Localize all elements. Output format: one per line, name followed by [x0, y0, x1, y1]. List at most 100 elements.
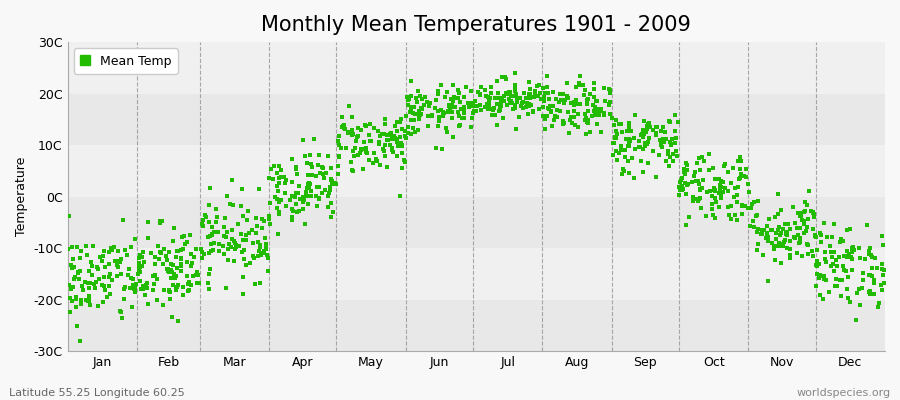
- Point: [760, 230, 774, 236]
- Point: [653, 142, 668, 148]
- Point: [277, 180, 292, 186]
- Point: [771, 211, 786, 218]
- Point: [508, 101, 522, 108]
- Point: [586, 80, 600, 86]
- Point: [260, 268, 274, 274]
- Point: [497, 92, 511, 99]
- Point: [482, 102, 496, 108]
- Point: [834, 236, 849, 242]
- Point: [411, 127, 426, 134]
- Point: [304, 193, 319, 199]
- Point: [302, 180, 316, 186]
- Point: [801, 251, 815, 257]
- Point: [567, 113, 581, 120]
- Point: [68, 276, 82, 282]
- Point: [688, 196, 703, 202]
- Point: [380, 132, 394, 138]
- Point: [691, 178, 706, 184]
- Point: [742, 205, 756, 211]
- Point: [547, 116, 562, 123]
- Point: [812, 275, 826, 282]
- Point: [500, 89, 514, 96]
- Point: [561, 95, 575, 101]
- Point: [807, 214, 822, 220]
- Point: [714, 178, 728, 184]
- Point: [754, 231, 769, 237]
- Point: [408, 128, 422, 135]
- Point: [834, 276, 849, 283]
- Point: [659, 158, 673, 164]
- Point: [346, 127, 360, 133]
- Point: [755, 252, 770, 259]
- Point: [456, 115, 471, 121]
- Point: [522, 79, 536, 86]
- Point: [315, 190, 329, 196]
- Point: [705, 201, 719, 207]
- Point: [363, 138, 377, 144]
- Point: [89, 279, 104, 285]
- Point: [406, 125, 420, 131]
- Point: [523, 95, 537, 102]
- Point: [799, 241, 814, 247]
- Point: [132, 254, 147, 261]
- Point: [338, 145, 353, 152]
- Point: [392, 134, 407, 140]
- Point: [750, 247, 764, 253]
- Point: [207, 229, 221, 235]
- Point: [497, 98, 511, 104]
- Point: [169, 248, 184, 254]
- Point: [263, 200, 277, 207]
- Point: [608, 128, 623, 134]
- Point: [820, 234, 834, 240]
- Point: [359, 148, 374, 155]
- Point: [822, 289, 836, 295]
- Point: [488, 112, 502, 119]
- Point: [258, 246, 273, 252]
- Point: [850, 290, 864, 296]
- Point: [618, 147, 633, 154]
- Point: [607, 140, 621, 147]
- Point: [632, 144, 646, 150]
- Point: [674, 183, 688, 190]
- Point: [139, 282, 153, 288]
- Point: [749, 213, 763, 220]
- Point: [386, 149, 400, 155]
- Point: [783, 246, 797, 252]
- Point: [615, 171, 629, 177]
- Point: [320, 152, 335, 159]
- Point: [441, 108, 455, 114]
- Point: [98, 287, 112, 294]
- Point: [721, 188, 735, 194]
- Point: [249, 223, 264, 229]
- Point: [181, 281, 195, 288]
- Point: [94, 281, 109, 288]
- Point: [655, 136, 670, 142]
- Point: [589, 108, 603, 115]
- Point: [609, 134, 624, 140]
- Point: [325, 179, 339, 186]
- Point: [169, 287, 184, 293]
- Point: [827, 221, 842, 228]
- Point: [721, 204, 735, 210]
- Point: [685, 179, 699, 185]
- Point: [770, 191, 785, 198]
- Point: [862, 288, 877, 294]
- Point: [320, 204, 335, 210]
- Point: [292, 183, 307, 189]
- Point: [572, 79, 586, 86]
- Point: [621, 143, 635, 149]
- Point: [826, 249, 841, 255]
- Point: [564, 120, 579, 126]
- Point: [495, 95, 509, 102]
- Point: [206, 247, 220, 253]
- Point: [160, 268, 175, 274]
- Point: [712, 190, 726, 196]
- Point: [415, 96, 429, 102]
- Point: [87, 285, 102, 291]
- Point: [521, 110, 535, 117]
- Point: [98, 264, 112, 270]
- Point: [102, 261, 116, 267]
- Point: [331, 162, 346, 169]
- Point: [580, 119, 594, 126]
- Point: [388, 135, 402, 141]
